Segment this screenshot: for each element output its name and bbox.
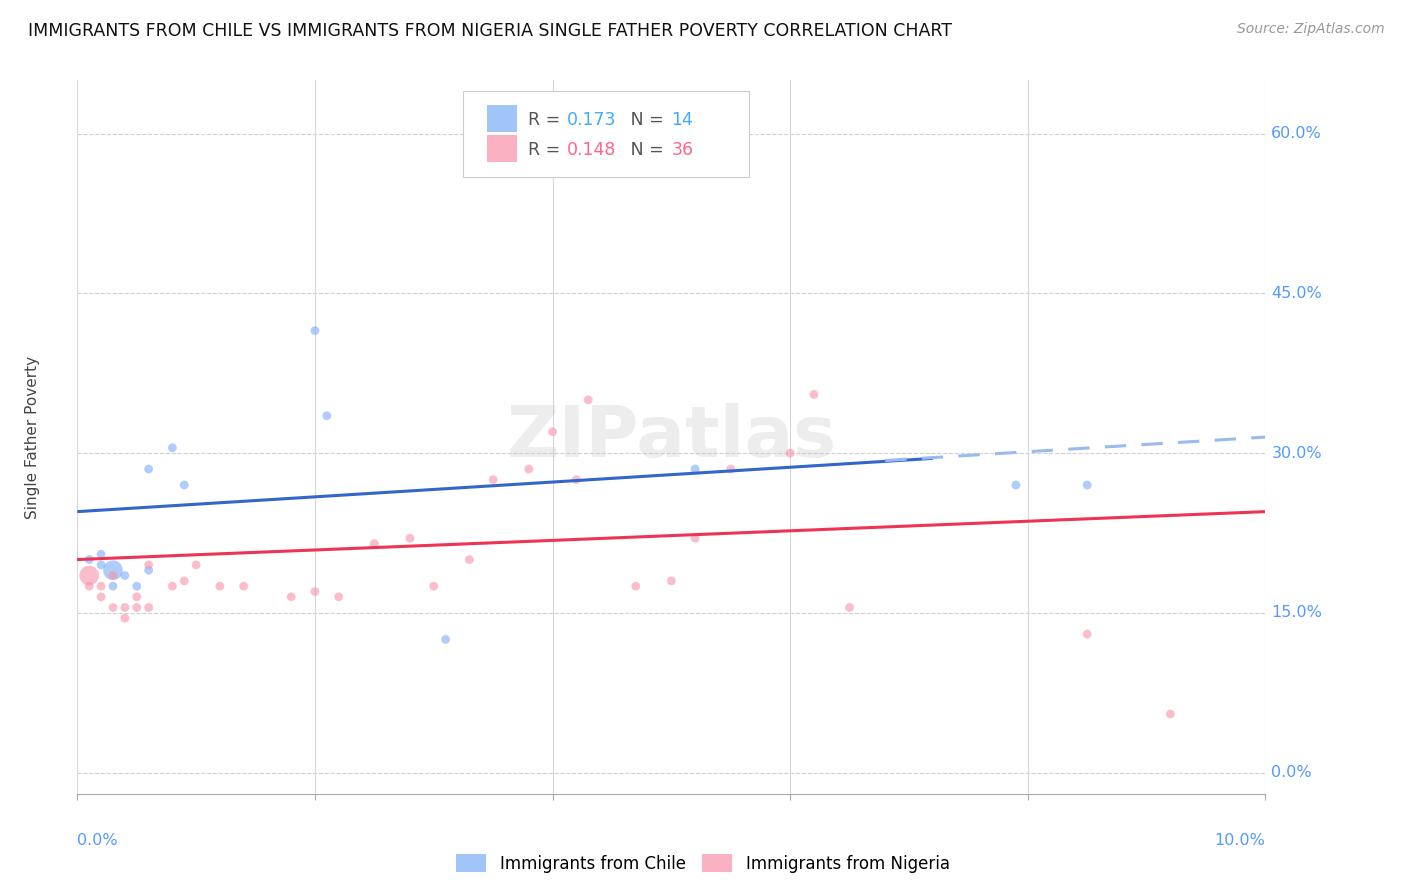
Point	[101, 563, 124, 577]
Point	[125, 600, 148, 615]
Text: 15.0%: 15.0%	[1271, 606, 1322, 620]
Text: 10.0%: 10.0%	[1215, 833, 1265, 848]
Point	[138, 600, 160, 615]
Point	[77, 568, 100, 582]
Text: R =: R =	[527, 111, 565, 128]
Point	[517, 462, 540, 476]
Point	[1005, 478, 1028, 492]
Point	[101, 600, 124, 615]
Point	[162, 579, 184, 593]
Point	[77, 579, 100, 593]
Text: Single Father Poverty: Single Father Poverty	[25, 356, 39, 518]
Legend: Immigrants from Chile, Immigrants from Nigeria: Immigrants from Chile, Immigrants from N…	[450, 847, 956, 880]
Point	[125, 590, 148, 604]
Point	[280, 590, 302, 604]
Point	[458, 552, 481, 566]
Text: 30.0%: 30.0%	[1271, 446, 1322, 460]
Point	[661, 574, 683, 588]
Point	[232, 579, 254, 593]
Text: 14: 14	[672, 111, 693, 128]
Point	[363, 536, 385, 550]
Text: IMMIGRANTS FROM CHILE VS IMMIGRANTS FROM NIGERIA SINGLE FATHER POVERTY CORRELATI: IMMIGRANTS FROM CHILE VS IMMIGRANTS FROM…	[28, 22, 952, 40]
Point	[434, 632, 457, 647]
FancyBboxPatch shape	[464, 91, 748, 177]
Text: N =: N =	[614, 111, 669, 128]
Text: N =: N =	[614, 141, 669, 159]
Point	[565, 473, 588, 487]
Point	[803, 387, 825, 401]
Text: ZIPatlas: ZIPatlas	[506, 402, 837, 472]
Point	[125, 579, 148, 593]
Point	[315, 409, 337, 423]
Point	[77, 552, 100, 566]
Point	[138, 563, 160, 577]
Point	[1076, 627, 1098, 641]
Point	[720, 462, 742, 476]
Point	[328, 590, 350, 604]
Point	[114, 611, 136, 625]
Point	[683, 531, 706, 545]
Point	[1076, 478, 1098, 492]
Point	[162, 441, 184, 455]
Point	[208, 579, 231, 593]
Point	[838, 600, 860, 615]
Text: Source: ZipAtlas.com: Source: ZipAtlas.com	[1237, 22, 1385, 37]
Point	[576, 392, 599, 407]
Point	[779, 446, 801, 460]
Text: 45.0%: 45.0%	[1271, 285, 1322, 301]
Point	[304, 584, 326, 599]
Point	[173, 574, 195, 588]
Point	[541, 425, 564, 439]
Point	[186, 558, 208, 572]
Point	[90, 547, 112, 561]
Point	[624, 579, 647, 593]
Point	[138, 558, 160, 572]
FancyBboxPatch shape	[488, 105, 517, 132]
Point	[482, 473, 505, 487]
Point	[173, 478, 195, 492]
Text: 0.148: 0.148	[567, 141, 616, 159]
Point	[114, 568, 136, 582]
Point	[90, 558, 112, 572]
Text: 60.0%: 60.0%	[1271, 126, 1322, 141]
Point	[138, 462, 160, 476]
Point	[422, 579, 444, 593]
Point	[101, 579, 124, 593]
Point	[683, 462, 706, 476]
Point	[101, 568, 124, 582]
FancyBboxPatch shape	[488, 136, 517, 162]
Text: R =: R =	[527, 141, 565, 159]
Text: 0.0%: 0.0%	[1271, 765, 1312, 780]
Point	[90, 579, 112, 593]
Point	[114, 600, 136, 615]
Text: 0.173: 0.173	[567, 111, 616, 128]
Text: 0.0%: 0.0%	[77, 833, 118, 848]
Point	[304, 324, 326, 338]
Point	[90, 590, 112, 604]
Point	[399, 531, 422, 545]
Point	[1159, 706, 1181, 721]
Text: 36: 36	[672, 141, 693, 159]
